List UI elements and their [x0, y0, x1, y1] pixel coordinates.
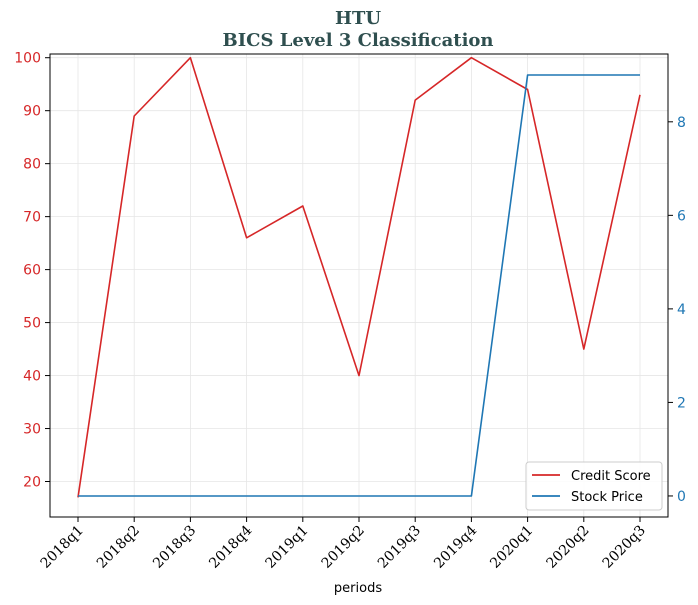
- right-tick-label: 4: [677, 302, 686, 318]
- left-tick-label: 100: [14, 51, 41, 67]
- left-tick-label: 80: [23, 157, 41, 173]
- left-tick-label: 20: [23, 475, 41, 491]
- right-tick-label: 6: [677, 208, 686, 224]
- x-axis-label: periods: [334, 581, 382, 596]
- legend-label-credit-score: Credit Score: [571, 469, 651, 484]
- x-tick-label: 2020q1: [487, 523, 536, 572]
- x-tick-label: 2018q4: [206, 522, 255, 571]
- x-axis: 2018q1 2018q2 2018q3 2018q4 2019q1 2019q2 2019…: [38, 517, 649, 572]
- x-tick-label: 2020q3: [600, 523, 649, 572]
- series-layer: [77, 56, 641, 498]
- left-tick-label: 90: [23, 104, 41, 120]
- x-tick-label: 2019q4: [431, 522, 480, 571]
- x-tick-label: 2018q1: [38, 523, 87, 572]
- grid: [50, 54, 668, 517]
- x-tick-label: 2018q2: [94, 523, 143, 572]
- series-line-stock-price: [78, 74, 640, 497]
- x-tick-label: 2018q3: [150, 523, 199, 572]
- legend-label-stock-price: Stock Price: [571, 490, 643, 505]
- right-tick-label: 2: [677, 395, 686, 411]
- x-tick-label: 2020q2: [543, 523, 592, 572]
- right-tick-label: 0: [677, 489, 686, 505]
- left-y-axis: 20 30 40 50 60 70 80 90 100: [14, 51, 50, 491]
- left-tick-label: 70: [23, 210, 41, 226]
- right-tick-label: 8: [677, 115, 686, 131]
- legend: Credit Score Stock Price: [525, 461, 663, 511]
- left-tick-label: 40: [23, 369, 41, 385]
- chart-subtitle: BICS Level 3 Classification: [222, 30, 493, 51]
- x-tick-label: 2019q3: [375, 523, 424, 572]
- x-tick-label: 2019q1: [262, 523, 311, 572]
- right-y-axis: 0 2 4 6 8: [668, 115, 686, 505]
- left-tick-label: 60: [23, 263, 41, 279]
- x-tick-label: 2019q2: [319, 523, 368, 572]
- series-line-credit-score: [77, 56, 641, 498]
- left-tick-label: 50: [23, 316, 41, 332]
- left-tick-label: 30: [23, 422, 41, 438]
- chart-title: HTU: [335, 8, 381, 29]
- legend-frame: [525, 461, 663, 511]
